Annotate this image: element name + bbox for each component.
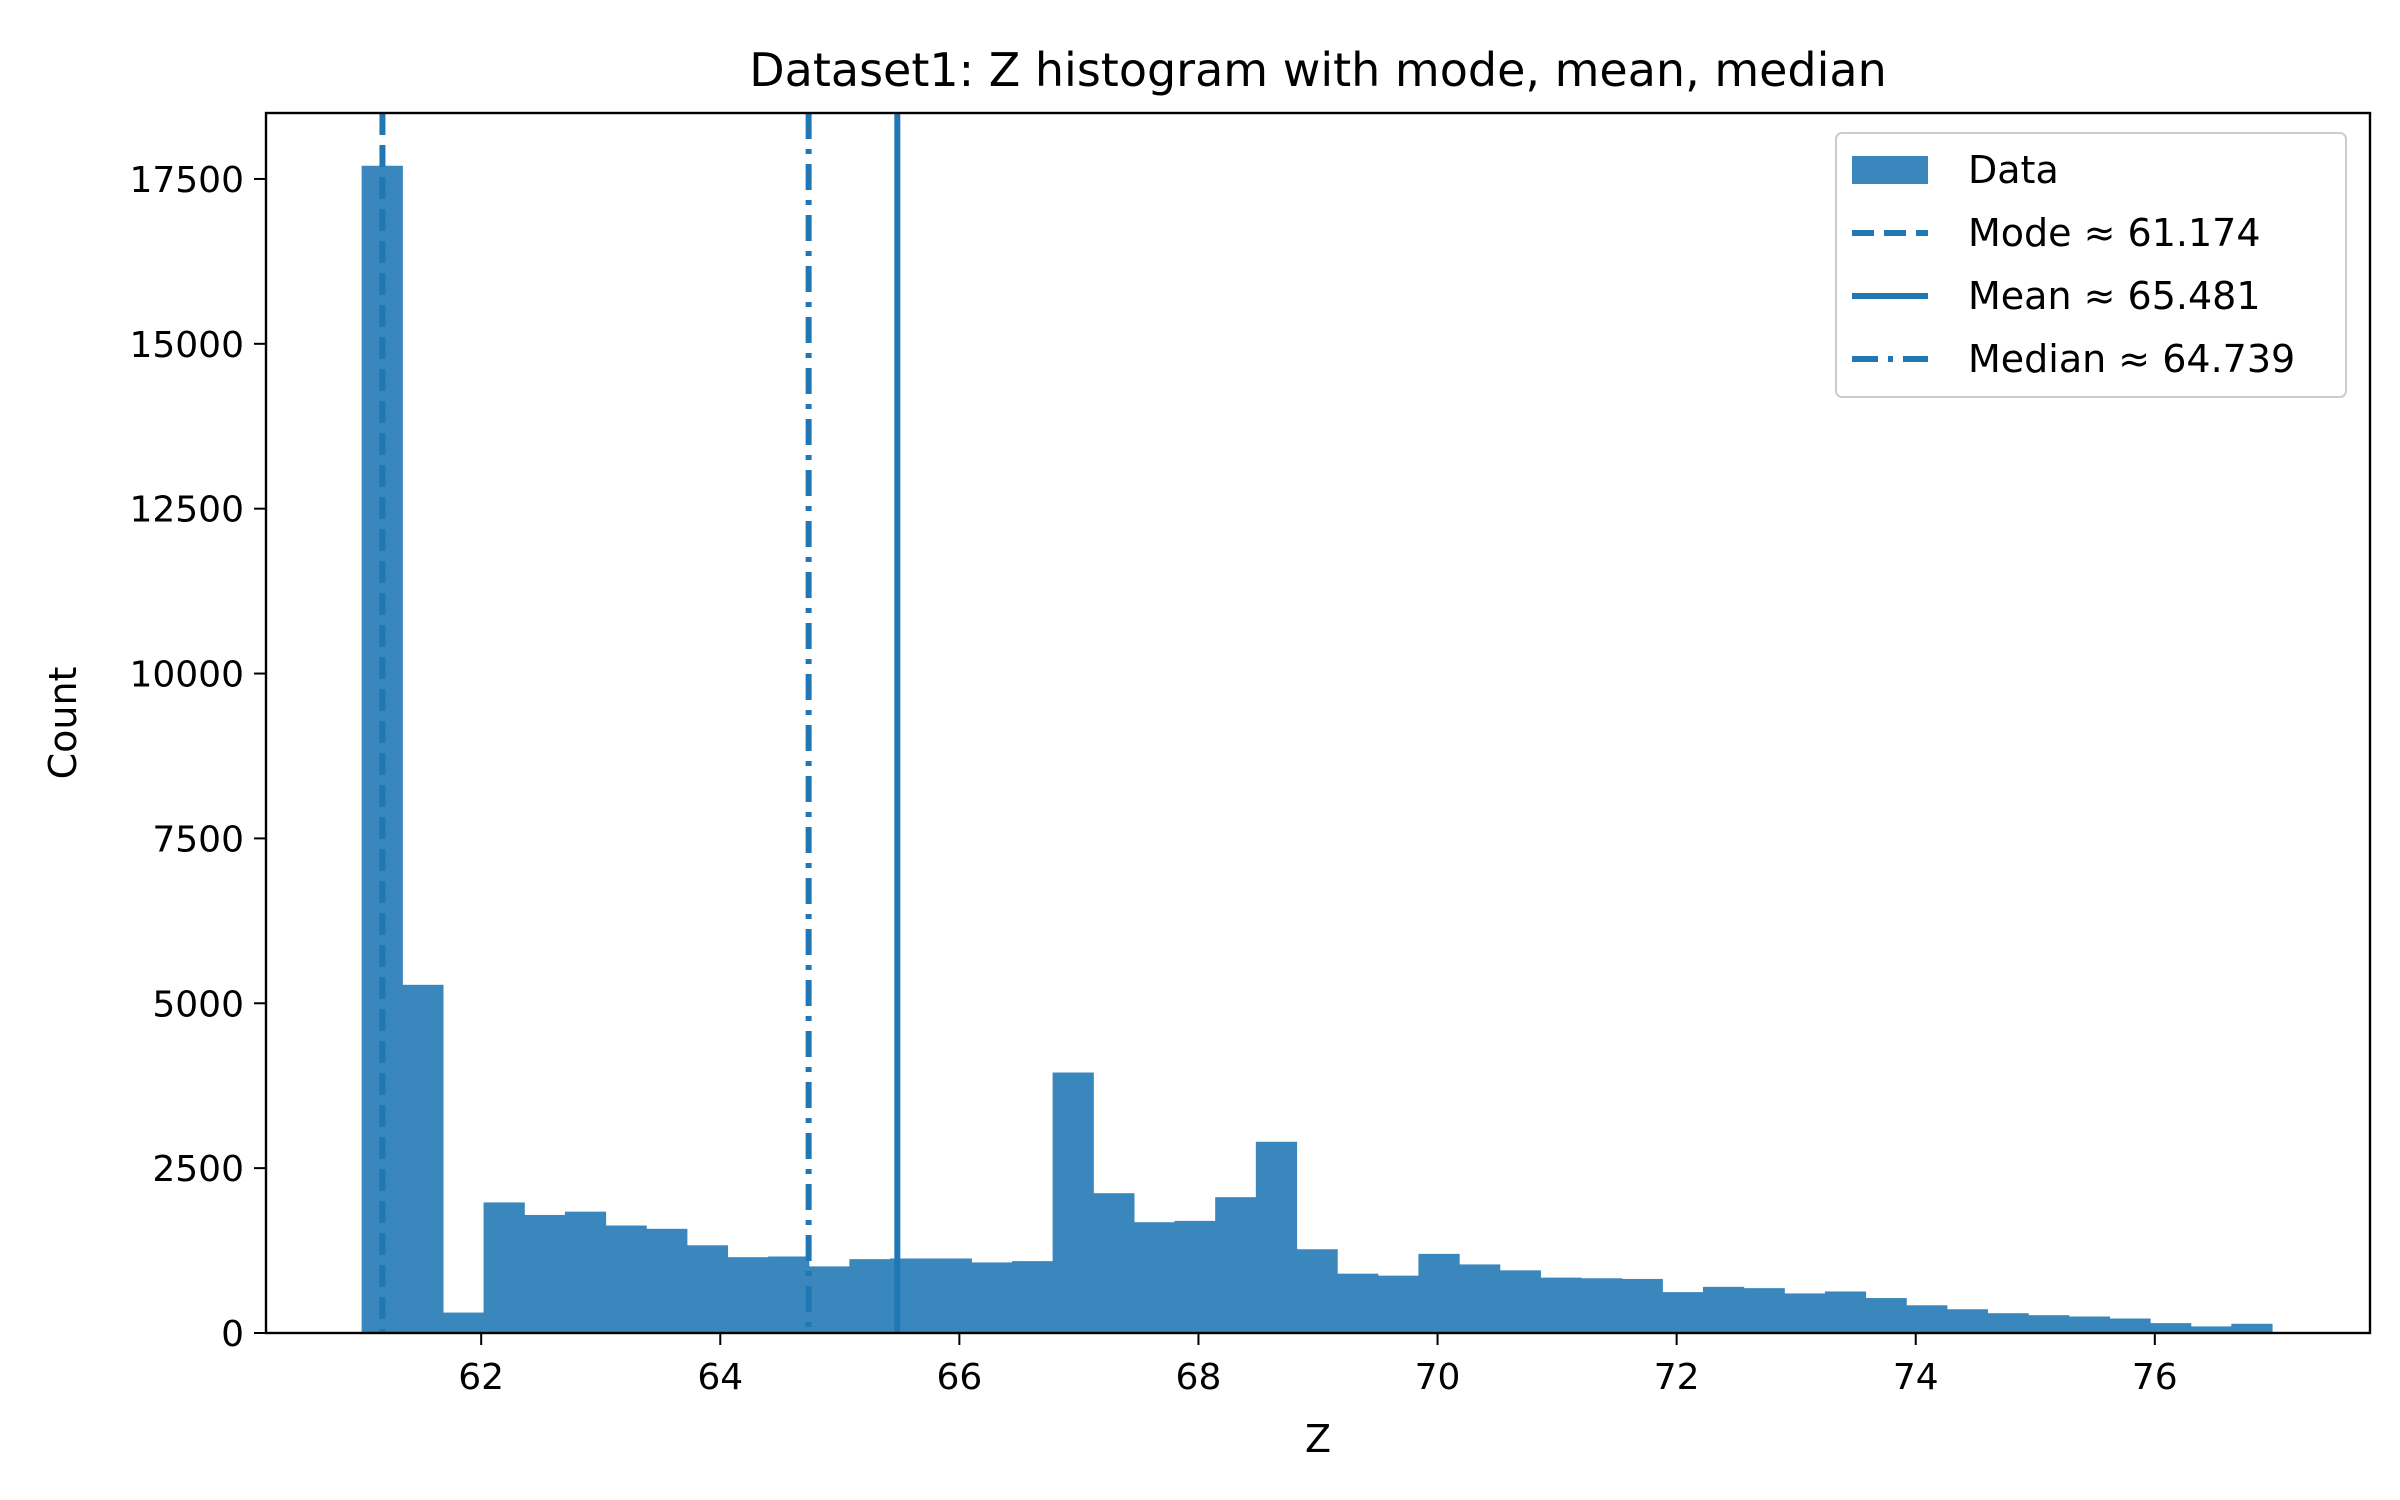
legend-box	[1835, 132, 2347, 398]
histogram-bar	[1011, 1261, 1054, 1333]
x-axis: 62 64 66 68 70 72 74 76	[458, 1333, 2178, 1398]
histogram-bar	[1946, 1309, 1989, 1333]
x-tick-label: 64	[697, 1357, 743, 1398]
y-tick-label: 5000	[152, 984, 244, 1025]
histogram-bar	[849, 1259, 891, 1333]
histogram-bar	[2231, 1323, 2273, 1333]
histogram-bar	[2068, 1316, 2110, 1333]
histogram-bar	[1337, 1273, 1379, 1333]
chart-title: Dataset1: Z histogram with mode, mean, m…	[749, 43, 1887, 97]
x-tick-label: 62	[458, 1357, 504, 1398]
histogram-bar	[1418, 1253, 1460, 1333]
histogram-bar	[1540, 1277, 1582, 1333]
y-tick-label: 7500	[152, 819, 244, 860]
stat-lines	[379, 113, 901, 1333]
histogram-bar	[768, 1256, 810, 1333]
histogram-bar	[971, 1262, 1013, 1333]
legend: Data Mode ≈ 61.174 Mean ≈ 65.481 Median ≈ 6…	[1835, 132, 2347, 398]
histogram-bar	[1499, 1270, 1541, 1333]
x-axis-label: Z	[1305, 1417, 1331, 1461]
histogram-bar	[564, 1211, 607, 1333]
histogram-bar	[1174, 1220, 1216, 1333]
histogram-bar	[1824, 1291, 1867, 1333]
legend-label: Mean ≈ 65.481	[1968, 274, 2261, 318]
x-tick-label: 74	[1893, 1357, 1939, 1398]
histogram-bar	[930, 1258, 972, 1333]
histogram-bar	[1906, 1305, 1948, 1333]
histogram-bar	[1377, 1275, 1420, 1333]
histogram-bar	[1052, 1072, 1094, 1333]
plot-frame	[264, 111, 2372, 1335]
histogram-bar	[1784, 1293, 1826, 1333]
legend-label: Mode ≈ 61.174	[1968, 211, 2261, 255]
histogram-bar	[686, 1245, 729, 1333]
histogram-bar	[483, 1202, 525, 1333]
histogram-bar	[1702, 1286, 1745, 1333]
histogram-bar	[442, 1312, 485, 1333]
legend-label: Data	[1968, 148, 2059, 192]
x-tick-label: 72	[1654, 1357, 1700, 1398]
y-tick-label: 15000	[129, 325, 244, 366]
histogram-bar	[1133, 1222, 1176, 1333]
x-tick-label: 66	[936, 1357, 982, 1398]
legend-label: Median ≈ 64.739	[1968, 337, 2295, 381]
histogram-bar	[524, 1214, 566, 1333]
histogram-bar	[646, 1228, 688, 1333]
histogram-bar	[1215, 1197, 1257, 1333]
histogram-bar	[1459, 1264, 1501, 1333]
y-axis: 0 2500 5000 7500 10000 12500 15000 17500	[129, 160, 266, 1355]
x-tick-label: 76	[2132, 1357, 2178, 1398]
histogram-bar	[2150, 1323, 2192, 1333]
y-tick-label: 10000	[129, 655, 244, 696]
histogram-bar	[605, 1225, 647, 1333]
histogram-bar	[1662, 1292, 1704, 1333]
y-tick-label: 2500	[152, 1149, 244, 1190]
histogram-bars	[361, 165, 2273, 1334]
histogram-bar	[2028, 1315, 2070, 1333]
histogram-bar	[1743, 1288, 1785, 1333]
histogram-bar	[1865, 1298, 1907, 1333]
histogram-bar	[2109, 1318, 2151, 1333]
histogram-bar	[1581, 1278, 1623, 1333]
histogram-bar	[727, 1257, 769, 1333]
histogram-bar	[808, 1266, 850, 1333]
histogram-bar	[1296, 1249, 1338, 1333]
x-tick-label: 68	[1176, 1357, 1222, 1398]
histogram-bar	[1093, 1193, 1135, 1333]
y-tick-label: 0	[221, 1314, 244, 1355]
y-tick-label: 12500	[129, 490, 244, 531]
y-tick-label: 17500	[129, 160, 244, 201]
x-tick-label: 70	[1415, 1357, 1461, 1398]
histogram-bar	[402, 984, 444, 1333]
histogram-bar	[1987, 1313, 2029, 1333]
histogram-bar	[1621, 1278, 1663, 1333]
legend-swatch-data	[1852, 156, 1928, 184]
histogram-bar	[1255, 1141, 1298, 1333]
y-axis-label: Count	[41, 667, 85, 780]
histogram-bar	[2190, 1326, 2232, 1333]
